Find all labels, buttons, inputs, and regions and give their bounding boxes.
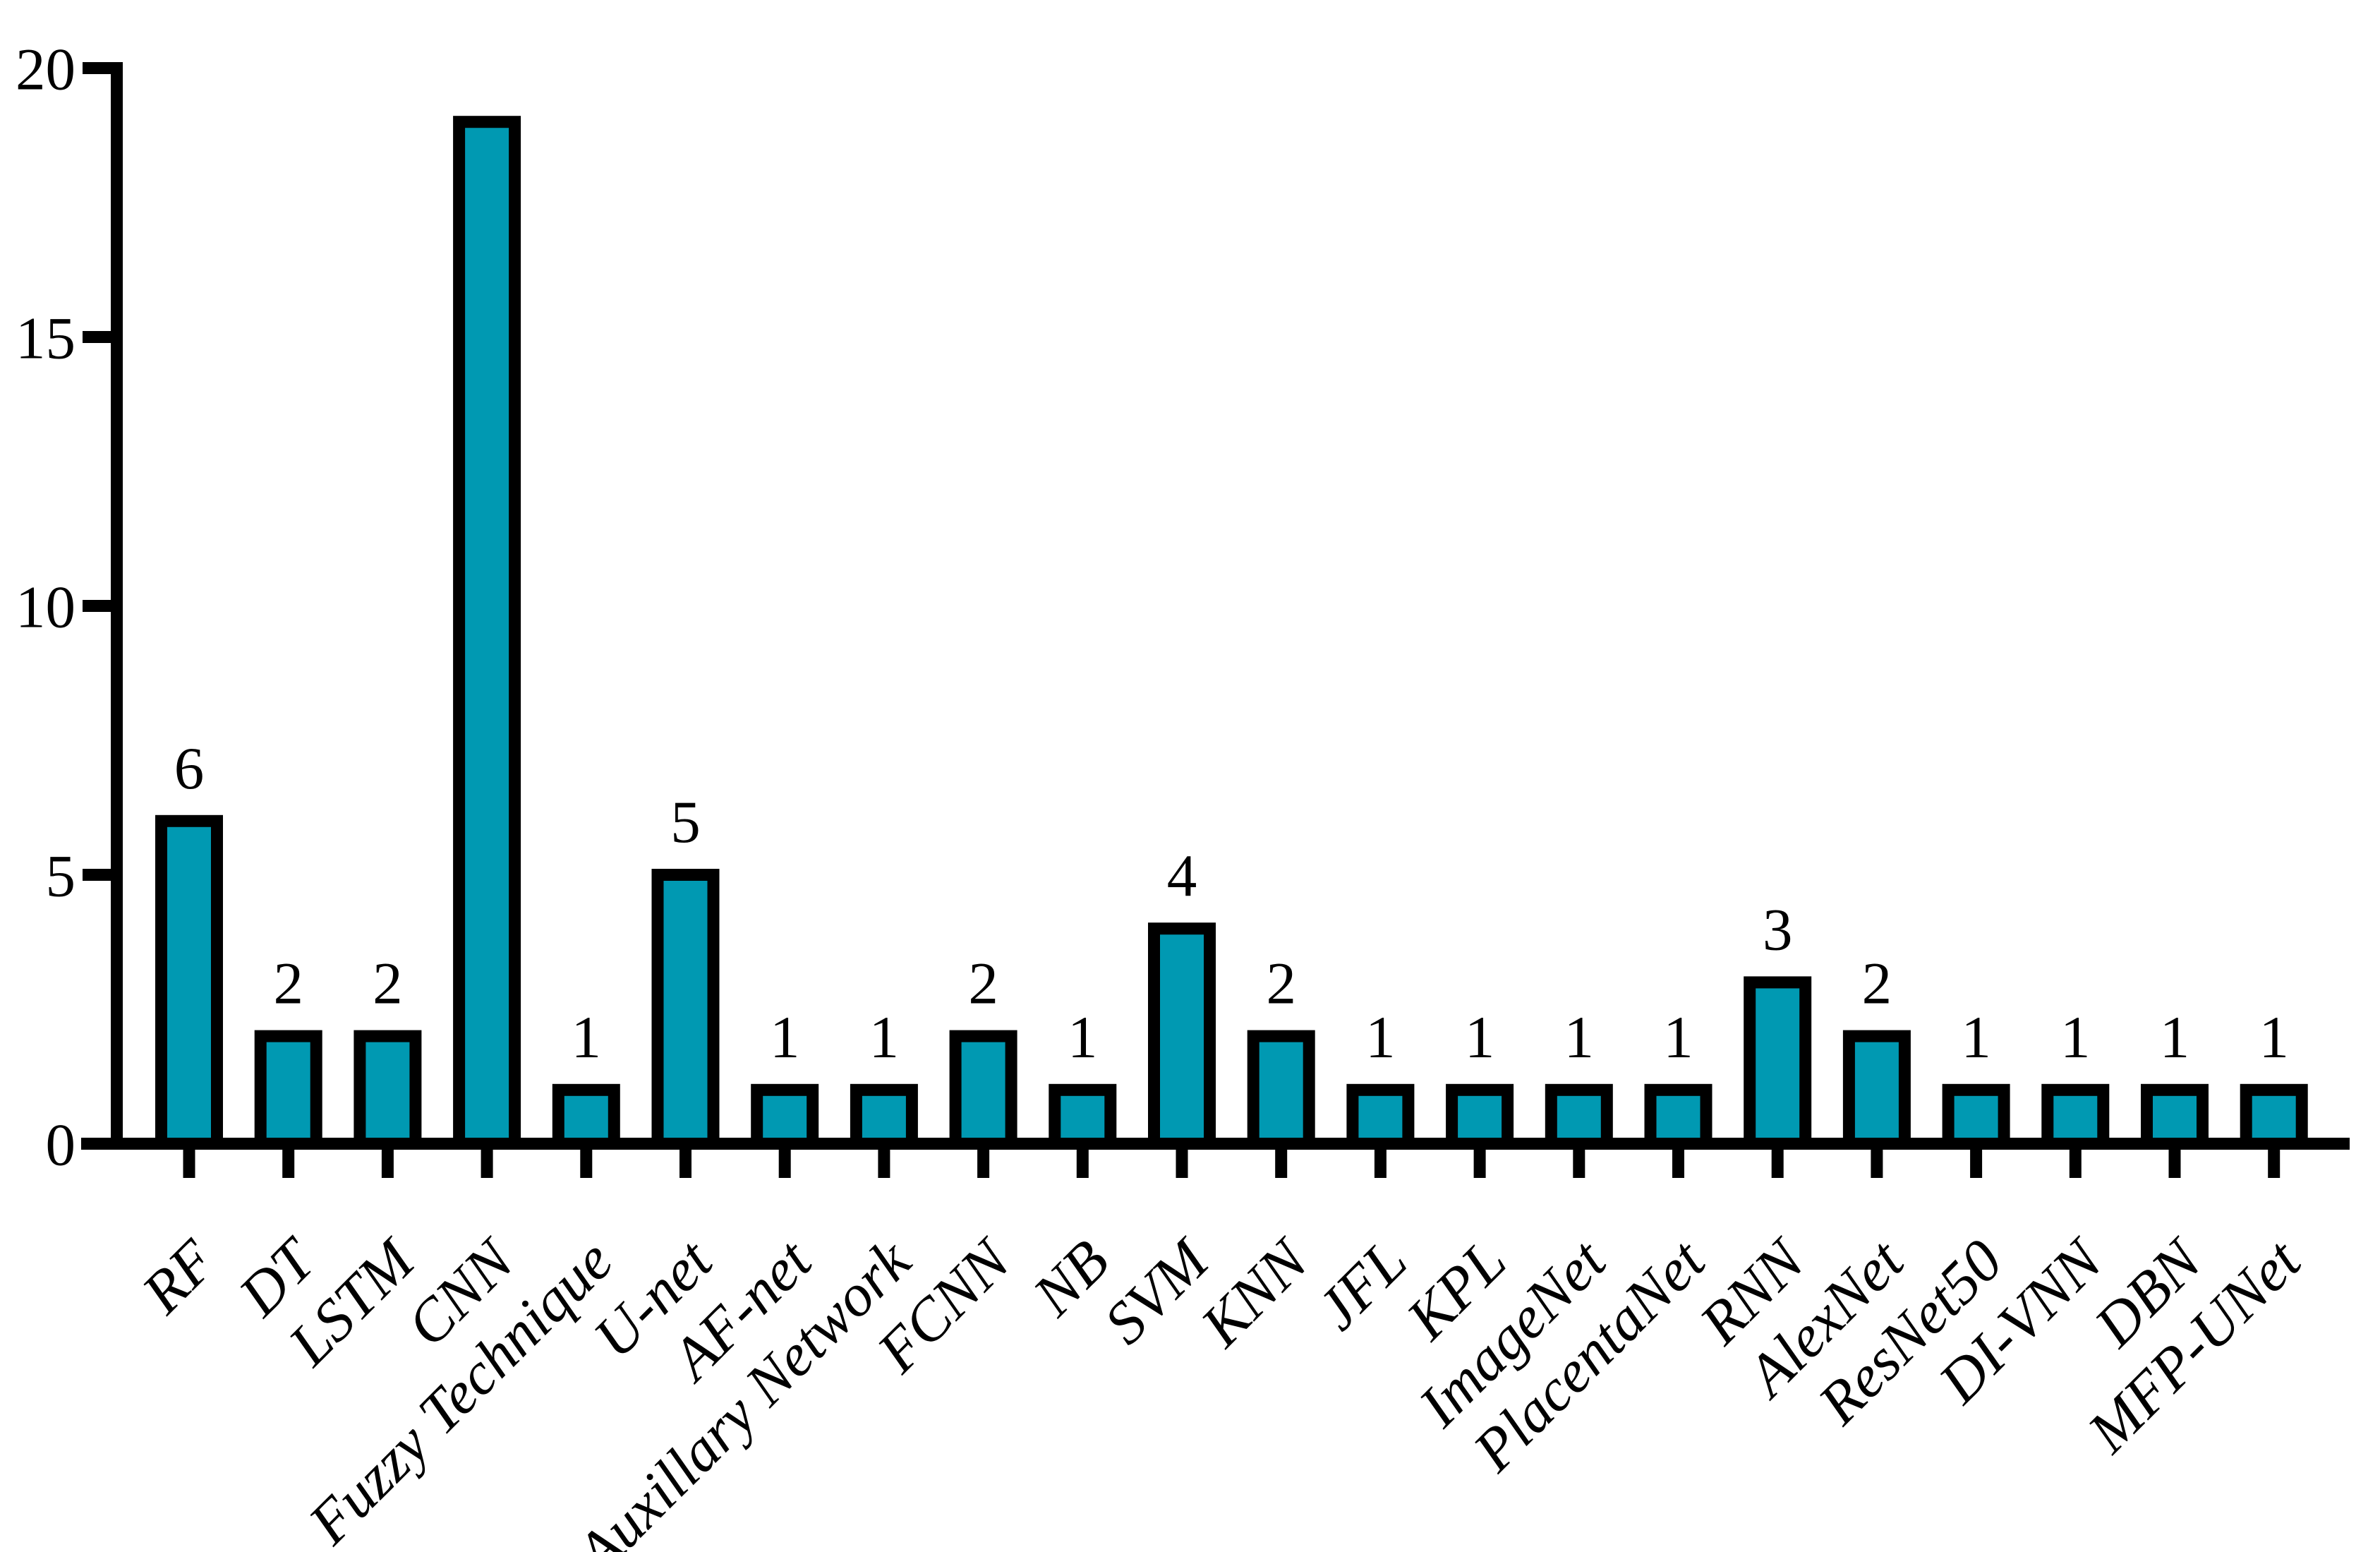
bar-fill xyxy=(763,1095,807,1138)
bar-value-label: 1 xyxy=(2259,1004,2289,1071)
bar-fill xyxy=(862,1095,906,1138)
bar-value-label: 2 xyxy=(273,951,303,1017)
x-tick xyxy=(2268,1150,2281,1178)
bar-value-label: 1 xyxy=(572,1004,602,1071)
x-tick xyxy=(1871,1150,1883,1178)
x-tick xyxy=(1573,1150,1585,1178)
x-tick xyxy=(183,1150,195,1178)
x-tick xyxy=(2168,1150,2181,1178)
y-tick-label: 5 xyxy=(46,843,76,910)
y-tick xyxy=(83,600,111,612)
bar-fill xyxy=(1656,1095,1701,1138)
y-axis-line xyxy=(111,62,123,1150)
bar-fill xyxy=(366,1042,410,1138)
x-tick xyxy=(1970,1150,1983,1178)
x-tick xyxy=(1672,1150,1684,1178)
x-tick xyxy=(1374,1150,1387,1178)
bar-fill xyxy=(961,1042,1005,1138)
x-tick xyxy=(381,1150,394,1178)
bar-value-label: 1 xyxy=(1465,1004,1495,1071)
x-tick xyxy=(1176,1150,1188,1178)
bar-fill xyxy=(2252,1095,2296,1138)
y-tick xyxy=(83,62,111,74)
bar-value-label: 1 xyxy=(770,1004,800,1071)
x-tick xyxy=(1771,1150,1784,1178)
x-tick xyxy=(1275,1150,1288,1178)
bar-value-label: 1 xyxy=(2160,1004,2190,1071)
bar-value-label: 2 xyxy=(1266,951,1296,1017)
bar-fill xyxy=(266,1042,310,1138)
bar-fill xyxy=(1854,1042,1899,1138)
bar-fill xyxy=(1160,934,1204,1138)
x-tick xyxy=(580,1150,593,1178)
y-tick-label: 0 xyxy=(46,1112,76,1179)
x-tick xyxy=(878,1150,890,1178)
bar-value-label: 2 xyxy=(1862,951,1892,1017)
bar-value-label: 6 xyxy=(174,735,205,802)
y-tick xyxy=(83,331,111,343)
y-tick xyxy=(83,869,111,881)
bar-value-label: 1 xyxy=(1564,1004,1595,1071)
x-tick xyxy=(282,1150,295,1178)
y-tick-label: 15 xyxy=(16,306,75,372)
x-tick xyxy=(778,1150,791,1178)
bar-value-label: 1 xyxy=(2060,1004,2091,1071)
bar-fill xyxy=(167,826,211,1138)
x-tick xyxy=(1473,1150,1486,1178)
x-tick xyxy=(977,1150,990,1178)
bar-value-label: 2 xyxy=(968,951,998,1017)
bar-fill xyxy=(2153,1095,2197,1138)
bar-fill xyxy=(1061,1095,1105,1138)
bar-fill xyxy=(465,128,509,1138)
x-tick xyxy=(2069,1150,2082,1178)
bar-fill xyxy=(564,1095,608,1138)
bar-fill xyxy=(1458,1095,1502,1138)
y-tick-label: 20 xyxy=(16,37,75,103)
bar-fill xyxy=(2053,1095,2098,1138)
bar-value-label: 4 xyxy=(1167,843,1197,909)
bar-fill xyxy=(1557,1095,1601,1138)
x-tick xyxy=(1076,1150,1089,1178)
bar-value-label: 1 xyxy=(1365,1004,1396,1071)
x-tick xyxy=(481,1150,493,1178)
bar-fill xyxy=(663,881,708,1138)
bar-value-label: 1 xyxy=(1068,1004,1098,1071)
bar-value-label: 1 xyxy=(1663,1004,1693,1071)
bar-value-label: 5 xyxy=(670,789,701,855)
bar-fill xyxy=(1259,1042,1303,1138)
x-tick xyxy=(679,1150,691,1178)
bar-value-label: 1 xyxy=(1961,1004,1991,1071)
y-tick-label: 10 xyxy=(16,575,75,641)
bar-value-label: 3 xyxy=(1763,896,1793,963)
bar-fill xyxy=(1954,1095,1998,1138)
bar-fill xyxy=(1358,1095,1403,1138)
bar-fill xyxy=(1756,988,1800,1138)
bar-value-label: 1 xyxy=(869,1004,900,1071)
bar-value-label: 2 xyxy=(373,951,403,1017)
